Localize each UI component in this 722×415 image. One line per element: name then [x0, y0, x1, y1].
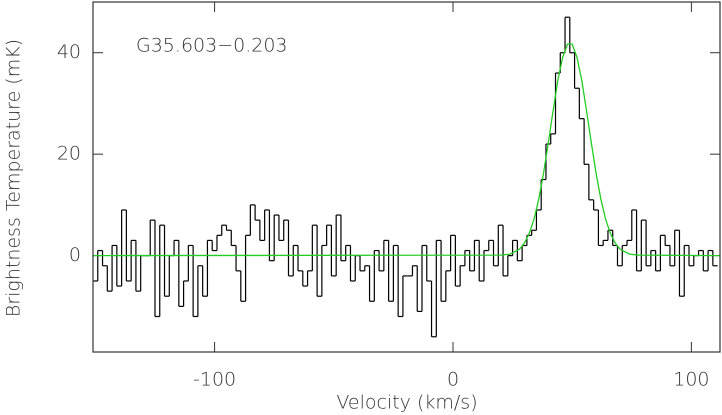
x-tick-label: 100 — [673, 369, 709, 391]
x-tick-label: -100 — [193, 369, 236, 391]
fit-line — [93, 43, 720, 257]
y-axis-label: Brightness Temperature (mK) — [3, 39, 25, 317]
y-tick-label: 20 — [57, 143, 81, 165]
annotation: G35.603−0.203 — [136, 35, 288, 57]
y-tick-label: 0 — [69, 244, 81, 266]
step-riser — [97, 17, 714, 337]
x-tick-label: 0 — [447, 369, 459, 391]
y-tick-label: 40 — [57, 41, 81, 63]
plot-frame — [92, 1, 721, 353]
x-axis-label: Velocity (km/s) — [336, 392, 477, 414]
